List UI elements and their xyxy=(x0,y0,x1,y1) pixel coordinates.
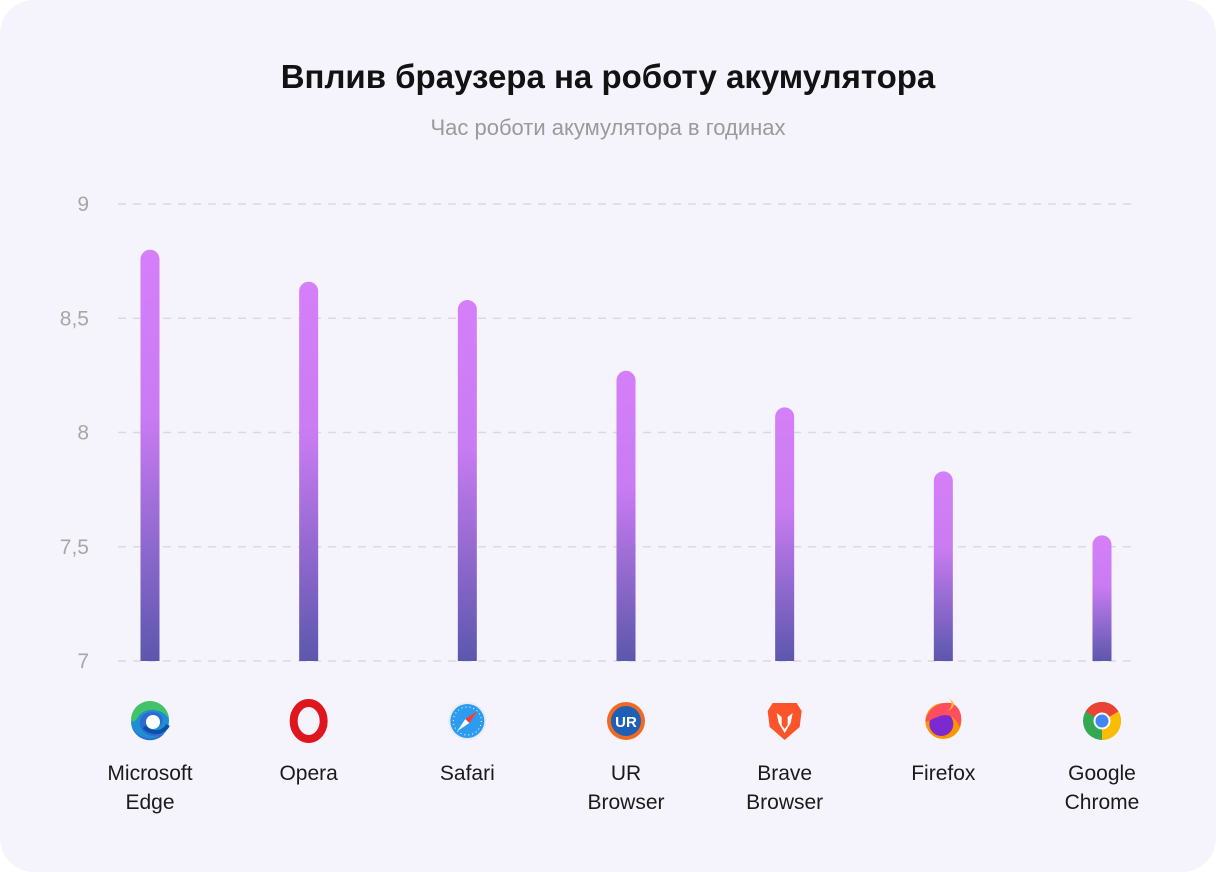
ur-browser-icon: UR xyxy=(607,702,645,740)
grid-lines xyxy=(118,203,1136,662)
y-tick-label: 7,5 xyxy=(60,536,89,559)
x-tick-label: UR xyxy=(611,762,641,785)
x-tick-label: Browser xyxy=(587,791,664,814)
chart-subtitle: Час роботи акумулятора в годинах xyxy=(430,115,786,140)
brave-icon xyxy=(767,703,802,740)
bar xyxy=(933,471,953,661)
bar xyxy=(775,407,795,661)
y-tick-label: 7 xyxy=(77,650,89,673)
y-axis-ticks: 7 7,5 8 8,5 9 xyxy=(60,193,89,673)
x-tick-label: Edge xyxy=(125,791,174,814)
edge-icon xyxy=(130,700,170,741)
x-tick-label: Chrome xyxy=(1065,791,1140,814)
opera-icon xyxy=(289,699,328,743)
bars xyxy=(140,249,1112,661)
x-tick-label: Firefox xyxy=(911,762,976,785)
x-tick-label: Safari xyxy=(440,762,495,785)
chart-title: Вплив браузера на роботу акумулятора xyxy=(280,58,936,95)
x-tick-label: Microsoft xyxy=(107,762,192,785)
bar xyxy=(140,249,160,661)
browser-icons: UR xyxy=(130,699,1121,743)
bar xyxy=(299,281,319,661)
x-tick-label: Brave xyxy=(757,762,812,785)
y-tick-label: 9 xyxy=(77,193,89,216)
x-tick-label: Opera xyxy=(279,762,338,785)
firefox-icon xyxy=(925,699,962,739)
x-axis-labels: Microsoft Edge Opera Safari UR Browser Brave Br… xyxy=(107,762,1139,814)
safari-icon xyxy=(448,702,487,740)
x-tick-label: Browser xyxy=(746,791,823,814)
bar xyxy=(457,299,477,661)
chrome-icon xyxy=(1083,702,1121,740)
svg-text:UR: UR xyxy=(615,714,637,731)
y-tick-label: 8,5 xyxy=(60,307,89,330)
bar xyxy=(616,370,636,661)
x-tick-label: Google xyxy=(1068,762,1136,785)
y-tick-label: 8 xyxy=(77,422,89,445)
bar xyxy=(1092,535,1112,661)
